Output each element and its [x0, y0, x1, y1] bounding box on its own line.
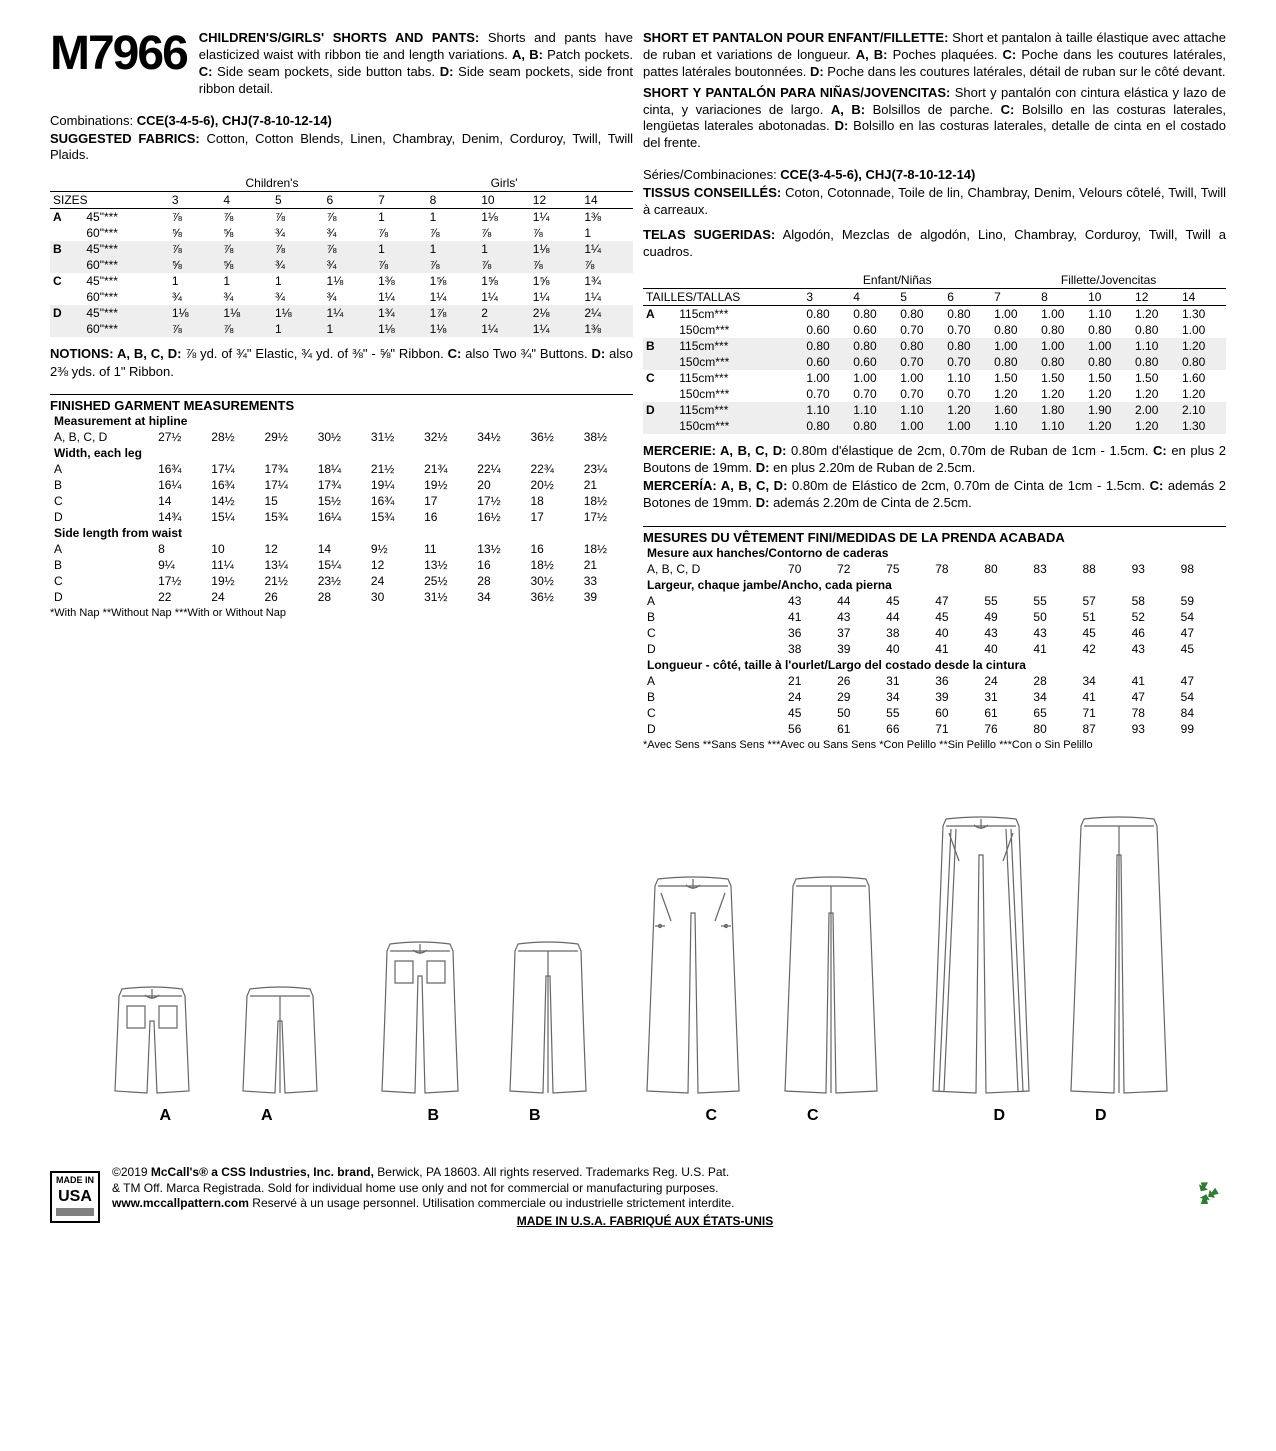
view-d-back	[1059, 811, 1179, 1101]
copy-line-3: www.mccallpattern.com Reservé à un usage…	[112, 1196, 1178, 1212]
tissus: TISSUS CONSEILLÉS: Coton, Cotonnade, Toi…	[643, 185, 1226, 219]
yardage-table-metric: Enfant/NiñasFillette/JovencitasTAILLES/T…	[643, 269, 1226, 434]
top-columns: M7966 CHILDREN'S/GIRLS' SHORTS AND PANTS…	[50, 30, 1226, 751]
copyright-block: MADE IN USA ©2019 McCall's® a CSS Indust…	[50, 1165, 1226, 1229]
view-b-front	[365, 936, 475, 1101]
left-col: M7966 CHILDREN'S/GIRLS' SHORTS AND PANTS…	[50, 30, 633, 751]
desc-es: SHORT Y PANTALÓN PARA NIÑAS/JOVENCITAS: …	[643, 85, 1226, 153]
recycle-icon	[1190, 1177, 1226, 1218]
mercerie: MERCERIE: A, B, C, D: 0.80m d'élastique …	[643, 442, 1226, 512]
fgm-table-en: Measurement at hiplineA, B, C, D27½28½29…	[50, 413, 633, 605]
view-a-front	[97, 981, 207, 1101]
view-c-back	[771, 871, 891, 1101]
made-in-line: MADE IN U.S.A. FABRIQUÉ AUX ÉTATS-UNIS	[112, 1214, 1178, 1230]
fgm-title-en: FINISHED GARMENT MEASUREMENTS	[50, 394, 633, 413]
made-in-usa-badge: MADE IN USA	[50, 1171, 100, 1223]
right-col: SHORT ET PANTALON POUR ENFANT/FILLETTE: …	[643, 30, 1226, 751]
nap-note-en: *With Nap **Without Nap ***With or Witho…	[50, 607, 633, 619]
notions-en: NOTIONS: A, B, C, D: ⅞ yd. of ¾" Elastic…	[50, 345, 633, 380]
copy-line-1: ©2019 McCall's® a CSS Industries, Inc. b…	[112, 1165, 1178, 1181]
combos-fres: Séries/Combinaciones: CCE(3-4-5-6), CHJ(…	[643, 167, 1226, 182]
fgm-title-fres: MESURES DU VÊTEMENT FINI/MEDIDAS DE LA P…	[643, 526, 1226, 545]
label-c: C	[705, 1107, 717, 1125]
fgm-table-metric: Mesure aux hanches/Contorno de caderasA,…	[643, 545, 1226, 737]
label-d: D	[993, 1107, 1005, 1125]
view-a-back	[225, 981, 335, 1101]
label-b: B	[427, 1107, 439, 1125]
label-a: A	[159, 1107, 171, 1125]
view-d-front	[921, 811, 1041, 1101]
telas: TELAS SUGERIDAS: Algodón, Mezclas de alg…	[643, 227, 1226, 261]
illustrations: AA BB CC DD	[50, 811, 1226, 1125]
view-c-front	[633, 871, 753, 1101]
desc-en: CHILDREN'S/GIRLS' SHORTS AND PANTS: Shor…	[199, 30, 633, 98]
desc-fr: SHORT ET PANTALON POUR ENFANT/FILLETTE: …	[643, 30, 1226, 81]
suggested-fabrics-en: SUGGESTED FABRICS: Cotton, Cotton Blends…	[50, 131, 633, 165]
yardage-table-en: Children'sGirls'SIZES345678101214A45"***…	[50, 172, 633, 337]
nap-note-fres: *Avec Sens **Sans Sens ***Avec ou Sans S…	[643, 739, 1226, 751]
pattern-number: M7966	[50, 30, 187, 78]
copy-line-2: & TM Off. Marca Registrada. Sold for ind…	[112, 1181, 1178, 1197]
combos-en: Combinations: CCE(3-4-5-6), CHJ(7-8-10-1…	[50, 113, 633, 128]
view-b-back	[493, 936, 603, 1101]
